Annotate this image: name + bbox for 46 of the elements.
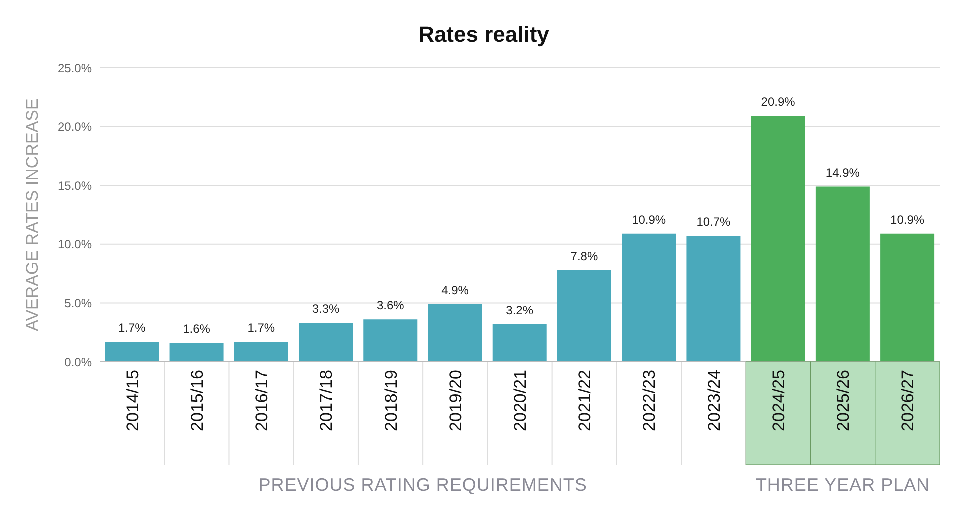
bar: [299, 323, 354, 362]
text: THREE YEAR PLAN: [754, 475, 932, 496]
bar: [686, 236, 741, 362]
y-tick-label: 25.0%: [58, 61, 92, 76]
data-label: 1.6%: [183, 322, 211, 336]
x-tick-label: 2026/27: [898, 370, 918, 432]
data-label: 10.9%: [632, 212, 666, 227]
x-tick-label: 2015/16: [188, 370, 207, 432]
y-tick-label: 15.0%: [58, 178, 92, 193]
data-label: 1.7%: [118, 321, 146, 336]
bar: [234, 342, 288, 362]
bar: [557, 270, 612, 362]
data-label: 3.3%: [312, 302, 340, 316]
x-tick-label: 2017/18: [317, 370, 336, 432]
data-label: 20.9%: [761, 95, 796, 110]
data-label: 4.9%: [442, 283, 470, 298]
text: PREVIOUS RATING REQUIREMENTS: [258, 475, 588, 496]
bar: [492, 324, 547, 362]
x-tick-label: 2025/26: [834, 370, 854, 432]
x-tick-label: 2023/24: [704, 370, 724, 432]
bar: [364, 320, 418, 362]
data-label: 3.6%: [376, 298, 405, 313]
data-label: 10.7%: [696, 215, 732, 230]
bar: [428, 304, 482, 362]
bar: [105, 342, 160, 362]
bar: [170, 343, 224, 362]
x-tick-label: 2021/22: [576, 370, 595, 432]
x-tick-label: 2016/17: [252, 370, 272, 432]
data-label: 7.8%: [570, 249, 598, 264]
data-label: 3.2%: [506, 303, 534, 318]
y-tick-label: 10.0%: [58, 238, 92, 252]
y-tick-label: 20.0%: [58, 120, 92, 134]
x-tick-label: 2020/21: [511, 370, 530, 432]
x-tick-label: 2018/19: [382, 370, 401, 432]
x-tick-label: 2022/23: [640, 370, 660, 432]
data-label: 10.9%: [890, 212, 925, 227]
x-tick-label: 2024/25: [769, 370, 788, 432]
y-axis-title: AVERAGE RATES INCREASE: [23, 98, 42, 332]
y-tick-label: 5.0%: [64, 296, 92, 310]
data-label: 1.7%: [248, 321, 276, 336]
chart-title: Rates reality: [418, 22, 550, 48]
x-tick-label: 2014/15: [123, 370, 142, 432]
data-label: 14.9%: [826, 166, 860, 180]
bar: [622, 234, 676, 362]
y-tick-label: 0.0%: [64, 355, 92, 370]
x-tick-label: 2019/20: [446, 370, 466, 432]
